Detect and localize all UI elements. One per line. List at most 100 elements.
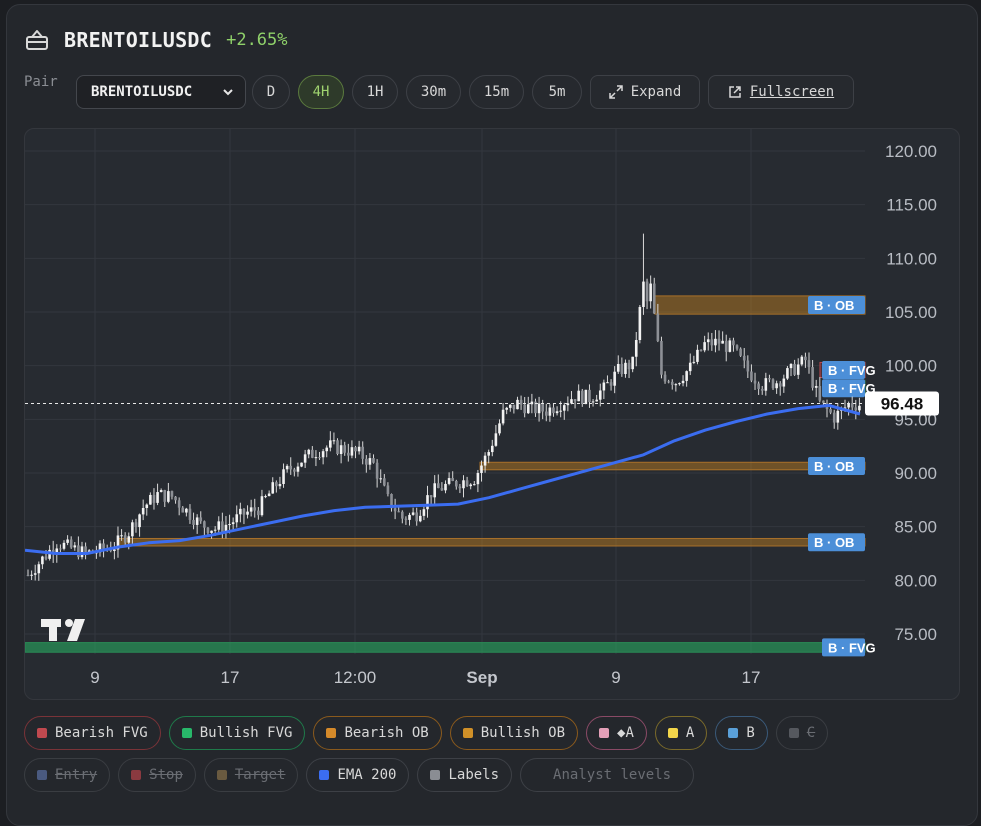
legend-row-2: Entry Stop Target EMA 200 Labels Analyst leve… [24,758,964,792]
candle-body [858,405,861,411]
candle-body [724,340,728,352]
candle-body [847,403,850,408]
legend-swatch [181,728,192,738]
candle-body [444,483,447,491]
candle-body [570,399,573,404]
legend-swatch [131,770,142,780]
candle-body [688,362,692,372]
candle-body [350,447,354,456]
candle-body [613,371,616,386]
candle-body [408,514,411,520]
zone-bullish-fvg [25,642,866,653]
last-price-label-bg [865,391,939,416]
candle-body [199,517,203,522]
legend-toggle-bearish-fvg[interactable]: Bearish FVG [24,716,161,750]
candle-body [580,390,584,405]
legend-label: Bearish OB [344,725,429,741]
candle-body [732,340,735,346]
candle-body [768,378,771,380]
candle-body [588,389,591,402]
candle-body [275,482,278,487]
legend-toggle-labels[interactable]: Labels [417,758,513,792]
legend-label: Stop [149,767,183,783]
legend-toggle-a[interactable]: A [654,716,708,750]
candle-body [850,403,854,408]
legend-toggle-a[interactable]: ◆A [586,716,647,750]
fullscreen-button[interactable]: Fullscreen [708,75,854,109]
legend-swatch [728,728,739,738]
candle-body [433,483,437,498]
candle-body [55,548,59,554]
x-tick-label: 17 [742,668,761,687]
x-tick-label: 17 [221,668,240,687]
candle-body [368,458,372,465]
legend-toggle-c[interactable]: C [775,716,829,750]
candle-body [307,449,311,455]
timeframe-30m-button[interactable]: 30m [406,75,461,109]
candle-body [483,455,487,466]
legend-toggle-bullish-fvg[interactable]: Bullish FVG [168,716,306,750]
candle-body [174,496,177,501]
ema-200-line [25,403,861,555]
candle-body [674,384,678,386]
pair-select[interactable]: BRENTOILUSDC [76,75,246,109]
legend-toggle-analyst-levels[interactable]: Analyst levels [520,758,695,792]
candle-body [339,445,343,454]
legend-toggle-bullish-ob[interactable]: Bullish OB [449,716,579,750]
candle-body [458,486,462,489]
candle-body [37,564,41,574]
zone-label-bg [808,533,865,552]
price-chart[interactable]: 120.00 115.00 110.00 105.00 100.00 95.00 90.00… [24,128,960,700]
legend-swatch [599,728,610,738]
candle-body [494,433,498,446]
timeframe-1h-button[interactable]: 1H [352,75,398,109]
legend-toggle-stop[interactable]: Stop [118,758,196,792]
x-tick-label: 9 [90,668,99,687]
tradingview-logo-icon [41,619,85,641]
candle-body [814,386,818,388]
chart-svg[interactable]: 120.00115.00110.00105.00100.0095.0090.00… [25,129,959,699]
legend-label: Bullish FVG [199,725,293,741]
legend-label: Bearish FVG [55,725,148,741]
legend-toggle-b[interactable]: B [715,716,768,750]
candle-body [462,480,465,489]
y-tick-label: 85.00 [894,518,937,537]
candle-body [811,367,814,388]
candle-body [127,536,131,543]
candle-body [577,390,580,402]
candle-body [735,345,739,349]
legend-toggle-entry[interactable]: Entry [24,758,111,792]
zone-label: B · FVG [828,640,876,655]
timeframe-15m-button[interactable]: 15m [469,75,524,109]
candle-body [80,546,84,558]
candle-body [843,407,847,409]
zone-label: B · OB [814,459,854,474]
candle-body [404,518,408,520]
candle-body [131,522,134,537]
candle-body [235,514,239,523]
candle-body [177,500,181,508]
candle-body [170,491,174,497]
legend-toggle-target[interactable]: Target [203,758,299,792]
legend-swatch [462,728,473,738]
candle-body [203,521,206,528]
y-tick-label: 120.00 [885,142,937,161]
expand-button[interactable]: Expand [590,75,700,109]
legend-toggle-bearish-ob[interactable]: Bearish OB [313,716,442,750]
legend-label: ◆A [617,725,634,741]
candle-body [231,522,235,525]
timeframe-4h-button[interactable]: 4H [298,75,344,109]
expand-label: Expand [630,84,682,100]
candle-body [609,382,613,386]
legend-label: EMA 200 [337,767,397,783]
timeframe-5m-button[interactable]: 5m [532,75,582,109]
candle-body [678,383,681,385]
timeframe-d-button[interactable]: D [252,75,290,109]
candle-body [476,472,480,485]
candle-body [728,340,732,352]
candle-body [411,512,415,515]
legend-toggle-ema-200[interactable]: EMA 200 [306,758,410,792]
legend-label: Entry [55,767,98,783]
candle-body [397,511,401,513]
candle-body [469,484,472,487]
